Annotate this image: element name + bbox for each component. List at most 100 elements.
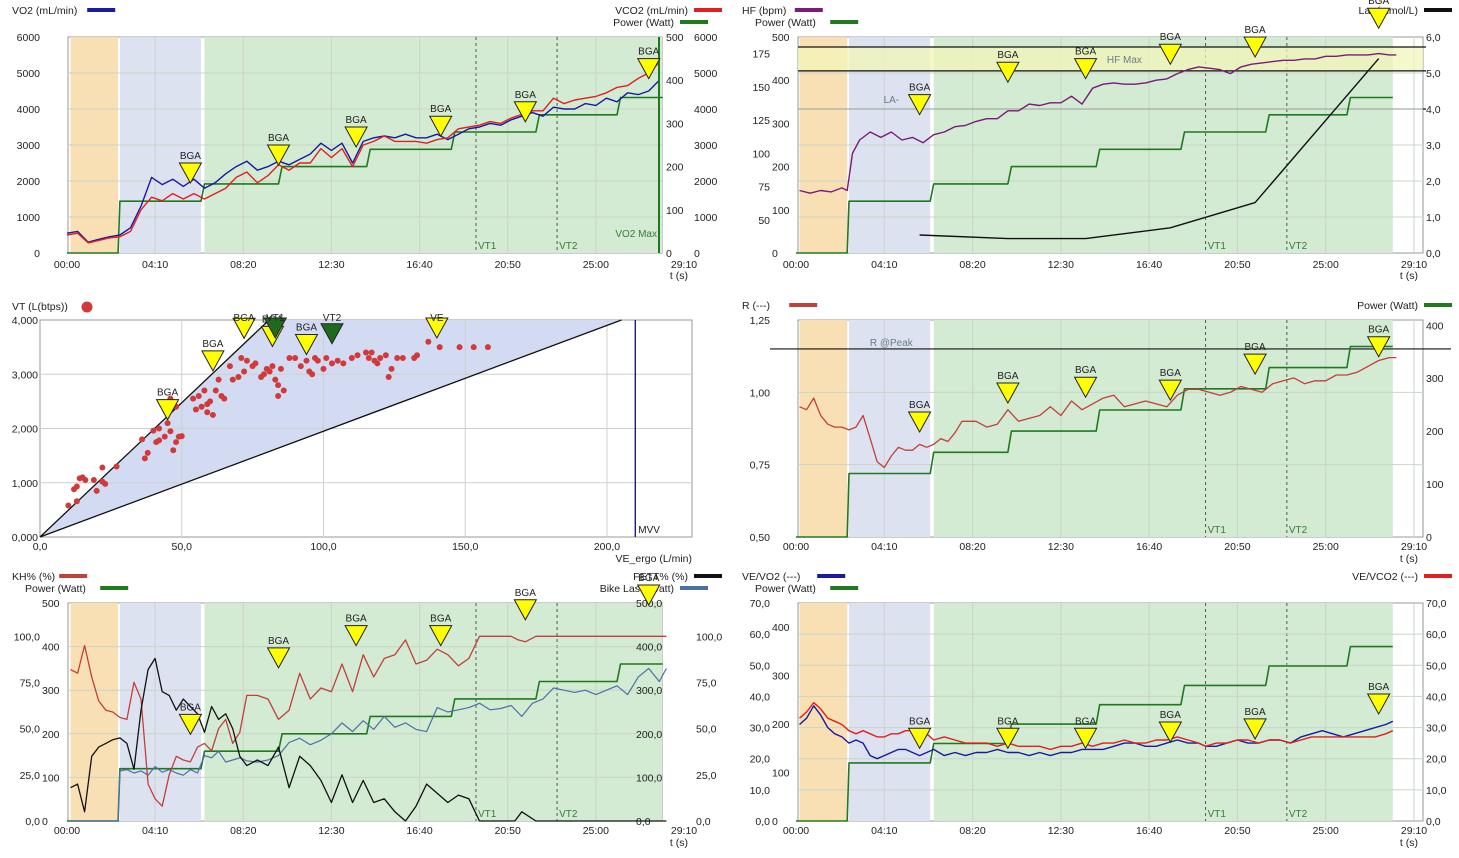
data-point (377, 354, 384, 361)
marker-label: BGA (296, 323, 317, 334)
bga-marker-icon (344, 625, 368, 647)
phase-rest (799, 320, 848, 537)
data-point (269, 363, 276, 370)
bga-marker-label: BGA (1075, 47, 1096, 58)
x-tick-label: 12:30 (1048, 825, 1074, 837)
r-series (799, 356, 1397, 469)
data-point (414, 352, 421, 359)
data-point (150, 427, 157, 434)
y-right-tick: 6000 (694, 32, 718, 44)
data-point (209, 411, 216, 418)
x-axis-label: VE_ergo (L/min) (616, 553, 692, 565)
y-bike-tick: 200,0 (636, 729, 662, 741)
legend-label: R (---) (742, 300, 770, 312)
y-r-tick: 0,75 (750, 460, 771, 472)
y-right-tick: 30,0 (1426, 723, 1447, 735)
bga-marker-icon (907, 94, 932, 116)
vco2-series (66, 61, 660, 244)
data-point (388, 365, 395, 372)
vt1-label: VT1 (478, 241, 497, 252)
bga-marker-icon (344, 126, 368, 149)
y-bike-tick: 0,0 (636, 816, 651, 828)
threshold-marker-icon (320, 323, 344, 345)
bga-marker-icon (1158, 43, 1183, 66)
bga-marker-icon (155, 399, 180, 421)
vt2-label: VT2 (1289, 525, 1308, 536)
y-right-tick: 50,0 (1426, 660, 1447, 672)
data-point (241, 368, 248, 375)
hf-max-zone (798, 46, 1423, 71)
y-right-tick: 3000 (694, 140, 718, 152)
y-la-tick: 0,0 (1426, 248, 1441, 260)
y-left-tick: 20,0 (750, 754, 771, 766)
y-power-tick: 400 (1426, 320, 1444, 332)
bga-marker-icon (425, 317, 449, 340)
ve-vco2-series (799, 702, 1394, 751)
bga-marker-icon (996, 727, 1020, 750)
vo2max-label: VO2 Max (615, 229, 657, 240)
data-point (170, 447, 177, 454)
data-point (144, 449, 151, 456)
bga-marker-label: BGA (268, 133, 289, 144)
x-tick-label: 16:40 (1136, 825, 1162, 837)
y-r-tick: 0,50 (750, 532, 771, 544)
data-point (243, 357, 250, 364)
data-point (328, 360, 335, 367)
power-series (796, 645, 1393, 822)
y-left-tick: 5000 (17, 68, 41, 80)
y-tick-label: 0,000 (12, 532, 38, 544)
x-tick-label: 04:10 (142, 825, 168, 837)
bga-marker-label: BGA (909, 400, 930, 411)
x-tick-label: 29:10 (1401, 541, 1427, 553)
y-kh-tick: 100,0 (14, 631, 40, 643)
threshold-marker-icon (263, 317, 288, 340)
x-axis-unit: t (s) (1400, 553, 1418, 565)
legend-label: VE/VO2 (---) (742, 571, 800, 583)
power-series (796, 345, 1393, 538)
data-point (297, 363, 304, 370)
bga-marker-label: BGA (1160, 710, 1181, 721)
y-left-tick: 60,0 (750, 629, 771, 641)
y-kh-tick: 0,0 (25, 816, 40, 828)
y-bike-tick: 100,0 (636, 772, 662, 784)
bga-marker-icon (1243, 353, 1267, 376)
x-tick-label: 25:00 (583, 259, 609, 271)
vt1-label: VT1 (1208, 241, 1227, 252)
y-power-tick: 0 (1426, 532, 1432, 544)
x-tick-label: 29:10 (671, 259, 697, 271)
y-power-tick: 300 (1426, 373, 1444, 385)
data-point (275, 382, 282, 389)
y-kh-tick: 75,0 (20, 677, 41, 689)
bga-marker-label: BGA (1245, 342, 1266, 353)
x-tick-label: 04:10 (871, 825, 897, 837)
data-point (204, 401, 211, 408)
y-left-tick: 70,0 (750, 598, 771, 610)
x-tick-label: 25:00 (1313, 825, 1339, 837)
data-point (113, 463, 120, 470)
x-tick-label: 100,0 (310, 541, 336, 553)
data-point (266, 368, 273, 375)
bga-marker-icon (513, 599, 538, 621)
panel-vt-ve: MVV 0,0 50,0 100,0 150,0 200,0 0,000 1,000 2,000… (12, 301, 693, 565)
y-kh-tick: 50,0 (20, 724, 41, 736)
y-left-tick: 0,0 (755, 816, 770, 828)
y-right-tick: 20,0 (1426, 754, 1447, 766)
panel-vo2-vco2: 00:00 04:10 08:20 12:30 16:40 20:50 25:00 29:10… (12, 5, 722, 282)
bga-marker-label: BGA (638, 573, 659, 584)
legend-label: Power (Watt) (613, 17, 674, 29)
vt1-label: VT1 (478, 809, 497, 820)
y-power-tick: 400 (772, 622, 790, 634)
data-point (102, 480, 109, 487)
y-power-tick: 400 (666, 75, 684, 87)
data-point (82, 477, 89, 484)
data-point (161, 433, 168, 440)
data-point (363, 349, 369, 356)
y-power-tick: 300 (772, 671, 790, 683)
data-point (167, 428, 174, 435)
y-power-tick: 500 (772, 32, 790, 44)
marker-label: BGA (202, 339, 223, 350)
bga-marker-icon (513, 101, 538, 123)
x-tick-label: 29:10 (671, 825, 697, 837)
x-tick-label: 00:00 (54, 259, 80, 271)
y-hf-tick: 150 (752, 82, 770, 94)
